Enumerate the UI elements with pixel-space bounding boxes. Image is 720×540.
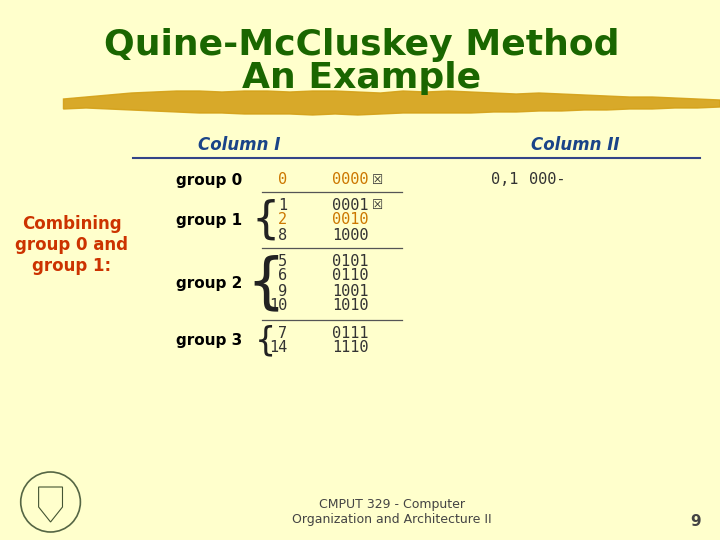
Text: 8: 8 <box>278 227 287 242</box>
Text: 0001: 0001 <box>332 198 369 213</box>
Text: {: { <box>246 254 285 313</box>
Text: Column II: Column II <box>531 136 619 154</box>
Text: 0110: 0110 <box>332 268 369 284</box>
Text: 7: 7 <box>278 326 287 341</box>
Text: group 3: group 3 <box>176 333 243 348</box>
Text: 0000: 0000 <box>332 172 369 187</box>
Text: 5: 5 <box>278 253 287 268</box>
Text: An Example: An Example <box>243 61 482 95</box>
Text: 9: 9 <box>278 284 287 299</box>
Text: 0010: 0010 <box>332 213 369 227</box>
Text: CMPUT 329 - Computer
Organization and Architecture II: CMPUT 329 - Computer Organization and Ar… <box>292 498 492 526</box>
Text: 1: 1 <box>278 198 287 213</box>
Text: group 2: group 2 <box>176 276 243 291</box>
Text: 1000: 1000 <box>332 227 369 242</box>
Text: group 0: group 0 <box>176 172 243 187</box>
Text: Quine-McCluskey Method: Quine-McCluskey Method <box>104 28 620 62</box>
Text: 10: 10 <box>269 299 287 314</box>
Text: ☒: ☒ <box>372 199 383 212</box>
Text: 14: 14 <box>269 341 287 355</box>
Text: {: { <box>251 199 279 241</box>
Polygon shape <box>63 91 720 115</box>
Text: 9: 9 <box>690 515 701 530</box>
Text: Combining
group 0 and
group 1:: Combining group 0 and group 1: <box>15 215 128 275</box>
Text: 000-: 000- <box>529 172 565 187</box>
Text: Column I: Column I <box>198 136 280 154</box>
Text: 1010: 1010 <box>332 299 369 314</box>
Text: 6: 6 <box>278 268 287 284</box>
Text: 0,1: 0,1 <box>491 172 518 187</box>
Text: group 1: group 1 <box>176 213 243 227</box>
Text: 2: 2 <box>278 213 287 227</box>
Text: 1110: 1110 <box>332 341 369 355</box>
Text: {: { <box>255 324 276 357</box>
Text: 0101: 0101 <box>332 253 369 268</box>
Text: ☒: ☒ <box>372 173 383 186</box>
Text: 0: 0 <box>278 172 287 187</box>
Text: 0111: 0111 <box>332 326 369 341</box>
Text: 1001: 1001 <box>332 284 369 299</box>
